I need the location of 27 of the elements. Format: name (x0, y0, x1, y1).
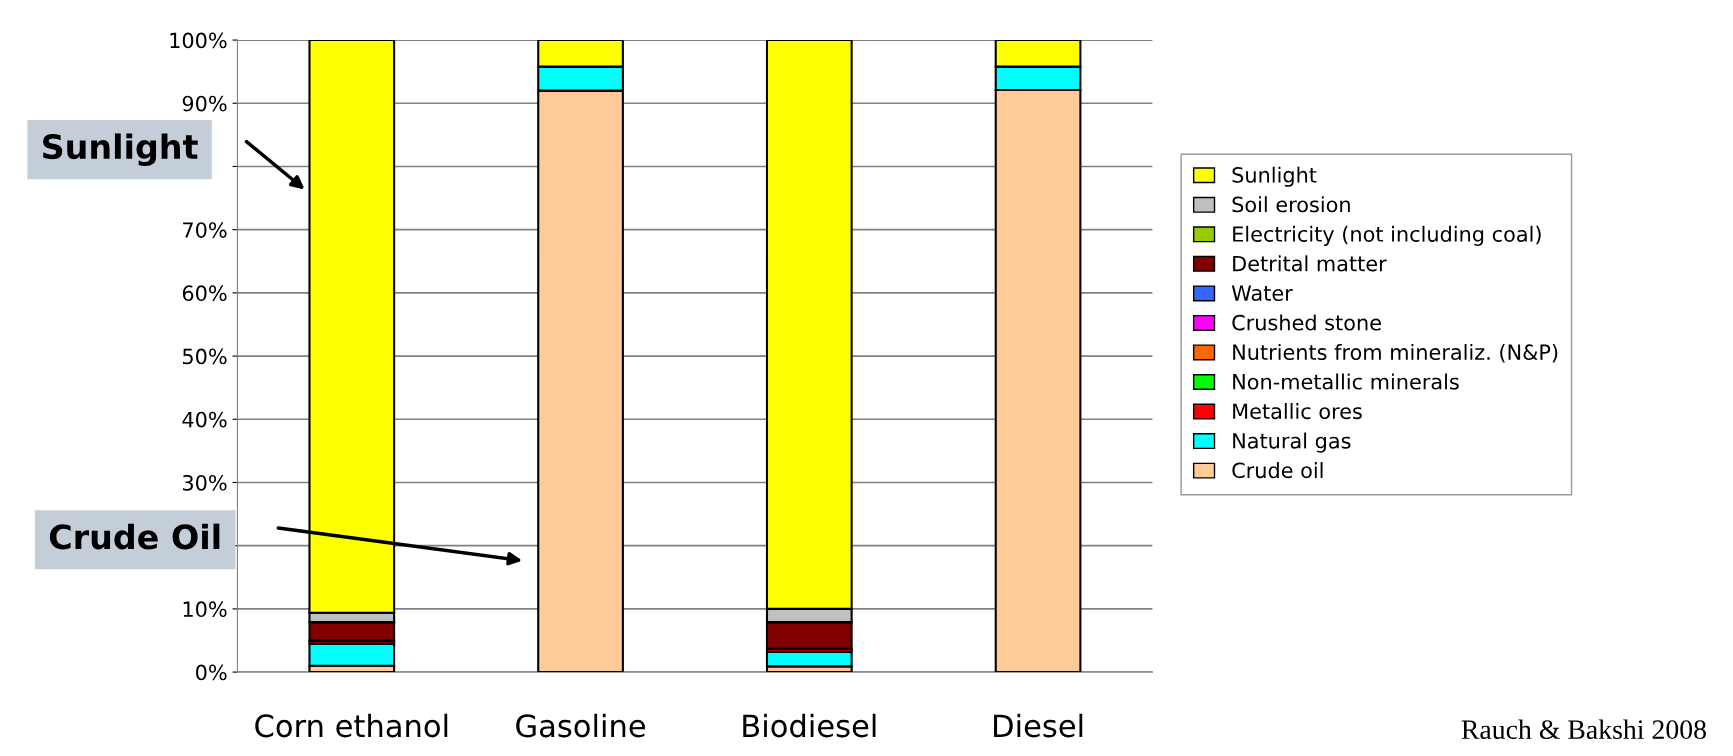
legend-label: Sunlight (1232, 166, 1317, 187)
text: Crude Oil (49, 523, 220, 550)
legend-label: Crushed stone (1232, 314, 1381, 331)
legend-label: Soil erosion (1232, 196, 1350, 213)
y-tick-label: 0% (196, 664, 227, 681)
y-tick-label: 10% (183, 601, 227, 618)
legend-label: Metallic ores (1233, 403, 1362, 420)
y-tick-label: 100% (170, 32, 227, 49)
y-tick-label: 70% (183, 222, 227, 238)
legend-label: Water (1231, 285, 1293, 301)
x-tick-label: Corn ethanol (255, 713, 448, 738)
y-tick-label: 30% (182, 474, 227, 491)
legend-label: Nutrients from mineraliz. (N&P) (1233, 343, 1558, 363)
y-tick-label: 40% (182, 411, 227, 428)
text: Rauch & Bakshi 2008 (1461, 719, 1706, 740)
legend-label: Natural gas (1233, 432, 1351, 453)
legend-label: Detrital matter (1233, 255, 1387, 272)
legend-label: Crude oil (1232, 462, 1323, 479)
legend-label: Non-metallic minerals (1233, 373, 1459, 390)
x-tick-label: Biodiesel (743, 713, 876, 738)
text: Sunlight (43, 133, 198, 166)
x-tick-label: Diesel (994, 713, 1083, 738)
legend-label: Electricity (not including coal) (1233, 225, 1541, 246)
y-tick-label: 90% (182, 95, 227, 112)
x-tick-label: Gasoline (516, 713, 646, 738)
y-tick-label: 60% (182, 285, 227, 302)
y-tick-label: 50% (183, 348, 227, 365)
